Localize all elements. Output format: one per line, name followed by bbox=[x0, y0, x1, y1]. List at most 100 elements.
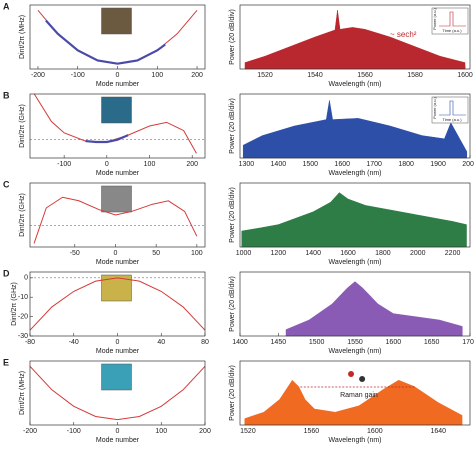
x-tick-label: 1540 bbox=[307, 72, 323, 79]
x-tick-label: -200 bbox=[23, 428, 37, 435]
y-axis-label: Power (20 dB/div) bbox=[229, 365, 236, 421]
y-axis-label: Power (20 dB/div) bbox=[229, 9, 236, 65]
inset-trace bbox=[439, 100, 466, 116]
y-axis-label: Power (20 dB/div) bbox=[229, 98, 236, 154]
plot-frame bbox=[29, 271, 206, 337]
x-tick-label: 1600 bbox=[457, 72, 473, 79]
inset-photo bbox=[101, 185, 132, 213]
x-tick-label: 200 bbox=[199, 428, 211, 435]
x-tick-label: 1640 bbox=[430, 428, 446, 435]
inset-x-label: Time (a.u.) bbox=[442, 117, 462, 122]
x-tick-label: 1500 bbox=[302, 161, 318, 168]
plot-frame bbox=[239, 4, 471, 70]
y-axis-label: Dint/2π (GHz) bbox=[19, 104, 26, 148]
annotation: Raman gain bbox=[340, 392, 378, 399]
panel-label: B bbox=[3, 90, 10, 100]
x-axis-label: Mode number bbox=[96, 259, 140, 266]
y-tick-label: -20 bbox=[18, 313, 28, 320]
x-tick-label: 1400 bbox=[305, 250, 321, 257]
x-tick-label: 100 bbox=[155, 428, 167, 435]
inset-y-label: Power (a.u.) bbox=[432, 7, 437, 29]
inset-photo bbox=[101, 7, 132, 35]
dispersion-curve bbox=[33, 196, 198, 244]
x-tick-label: 1000 bbox=[236, 250, 252, 257]
y-axis-label: Dint/2π (GHz) bbox=[19, 193, 26, 237]
x-axis-label: Wavelength (nm) bbox=[328, 81, 381, 88]
y-tick-label: 0 bbox=[24, 275, 28, 282]
x-axis-label: Wavelength (nm) bbox=[328, 348, 381, 355]
x-axis-label: Wavelength (nm) bbox=[328, 170, 381, 177]
spectrum bbox=[244, 379, 463, 426]
x-tick-label: -200 bbox=[31, 72, 45, 79]
annotation: ~ sech² bbox=[390, 30, 417, 39]
x-tick-label: -100 bbox=[67, 428, 81, 435]
plot-frame bbox=[29, 360, 206, 426]
panel-label: A bbox=[3, 1, 10, 11]
spectrum bbox=[244, 10, 466, 70]
plot-frame bbox=[239, 182, 471, 248]
dispersion-curve bbox=[85, 134, 129, 144]
x-tick-label: 100 bbox=[151, 72, 163, 79]
x-tick-label: 0 bbox=[105, 161, 109, 168]
dispersion-curve bbox=[29, 365, 206, 421]
y-axis-label: Dint/2π (GHz) bbox=[11, 282, 18, 326]
panel-label: D bbox=[3, 268, 10, 278]
plot-frame bbox=[29, 93, 206, 159]
x-tick-label: 1520 bbox=[240, 428, 256, 435]
x-tick-label: 1500 bbox=[309, 339, 325, 346]
inset-trace bbox=[439, 11, 466, 27]
x-tick-label: 1550 bbox=[347, 339, 363, 346]
x-tick-label: 1600 bbox=[386, 339, 402, 346]
x-tick-label: 1800 bbox=[375, 250, 391, 257]
x-tick-label: 1600 bbox=[340, 250, 356, 257]
x-axis-label: Mode number bbox=[96, 81, 140, 88]
spectrum bbox=[285, 281, 463, 337]
plot-frame bbox=[239, 93, 471, 159]
y-axis-label: Dint/2π (MHz) bbox=[19, 371, 26, 415]
plot-frame bbox=[29, 182, 206, 248]
x-tick-label: -100 bbox=[71, 72, 85, 79]
x-tick-label: 1900 bbox=[430, 161, 446, 168]
x-tick-label: 0 bbox=[114, 250, 118, 257]
molecule bbox=[348, 371, 355, 377]
x-tick-label: 0 bbox=[116, 428, 120, 435]
dispersion-curve bbox=[29, 277, 206, 331]
x-tick-label: 2000 bbox=[462, 161, 474, 168]
x-tick-label: -40 bbox=[69, 339, 79, 346]
x-tick-label: 1650 bbox=[424, 339, 440, 346]
x-tick-label: 100 bbox=[191, 250, 203, 257]
x-tick-label: -100 bbox=[57, 161, 71, 168]
x-tick-label: 80 bbox=[201, 339, 209, 346]
x-tick-label: 1400 bbox=[271, 161, 287, 168]
x-axis-label: Wavelength (nm) bbox=[328, 259, 381, 266]
y-axis-label: Power (20 dB/div) bbox=[229, 187, 236, 243]
plot-frame bbox=[239, 360, 471, 426]
x-axis-label: Mode number bbox=[96, 437, 140, 444]
x-tick-label: 1600 bbox=[334, 161, 350, 168]
spectrum bbox=[242, 100, 468, 159]
x-tick-label: -80 bbox=[25, 339, 35, 346]
x-tick-label: 40 bbox=[157, 339, 165, 346]
inset-photo bbox=[101, 363, 132, 391]
panel-label: C bbox=[3, 179, 10, 189]
plot-frame bbox=[239, 271, 471, 337]
plot-frame bbox=[29, 4, 206, 70]
x-tick-label: 1450 bbox=[271, 339, 287, 346]
x-tick-label: 1560 bbox=[304, 428, 320, 435]
y-axis-label: Dint/2π (MHz) bbox=[19, 15, 26, 59]
x-tick-label: 1800 bbox=[398, 161, 414, 168]
dispersion-curve bbox=[45, 19, 166, 65]
x-tick-label: 1700 bbox=[462, 339, 474, 346]
inset-photo bbox=[101, 96, 132, 124]
spectrum bbox=[241, 192, 467, 248]
x-tick-label: 1520 bbox=[257, 72, 273, 79]
y-axis-label: Power (20 dB/div) bbox=[229, 276, 236, 332]
x-tick-label: 1700 bbox=[366, 161, 382, 168]
x-tick-label: 1600 bbox=[367, 428, 383, 435]
x-tick-label: 0 bbox=[116, 339, 120, 346]
x-tick-label: -50 bbox=[70, 250, 80, 257]
x-tick-label: 200 bbox=[186, 161, 198, 168]
x-tick-label: 100 bbox=[144, 161, 156, 168]
panel-label: E bbox=[3, 357, 9, 367]
